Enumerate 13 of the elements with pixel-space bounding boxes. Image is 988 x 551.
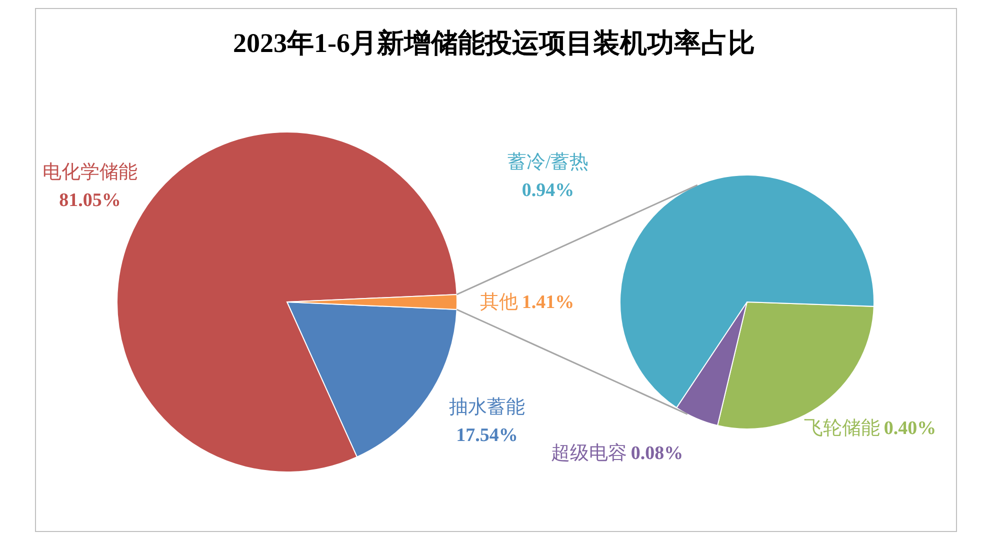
data-label: 0.94%	[522, 180, 574, 201]
slice-label: 电化学储能	[42, 162, 138, 183]
data-label: 17.54%	[456, 425, 518, 446]
slice-label: 抽水蓄能	[449, 397, 525, 418]
slice-label: 其他	[480, 292, 518, 313]
slice-label: 超级电容	[550, 442, 627, 464]
chart-title: 2023年1-6月新增储能投运项目装机功率占比	[233, 28, 755, 58]
data-label: 0.08%	[630, 443, 684, 464]
slice-label: 飞轮储能	[804, 418, 880, 439]
data-label: 0.40%	[884, 418, 936, 439]
data-label: 81.05%	[59, 190, 121, 211]
slice-label: 蓄冷/蓄热	[507, 152, 589, 173]
data-label: 1.41%	[522, 292, 574, 313]
